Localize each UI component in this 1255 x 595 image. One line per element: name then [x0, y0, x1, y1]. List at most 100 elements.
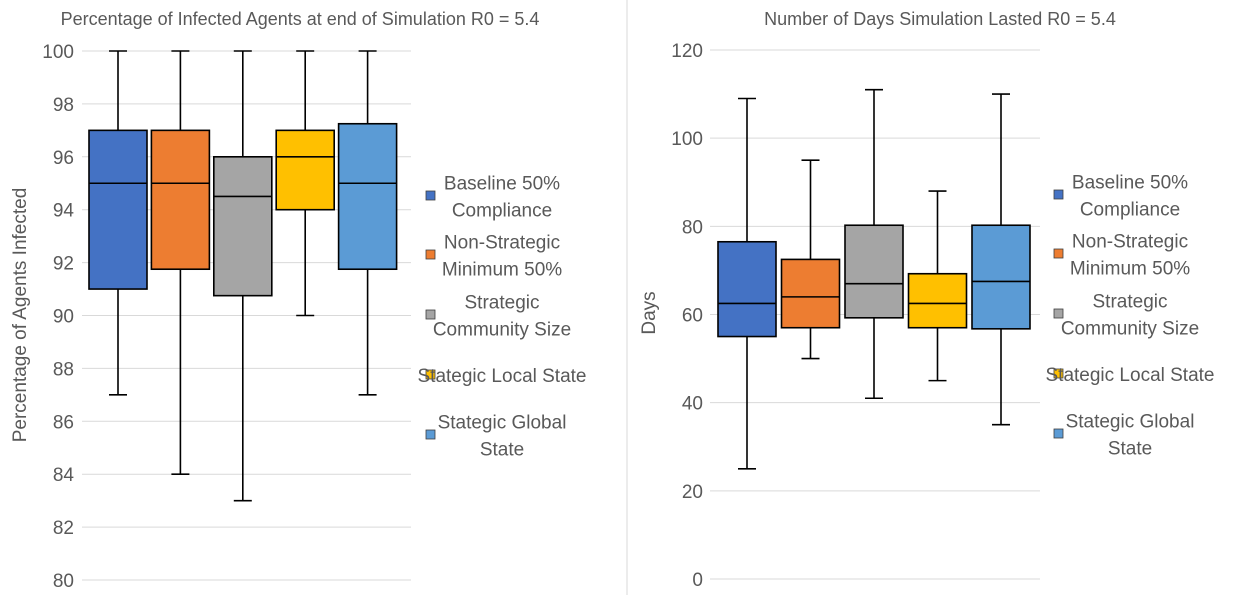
legend-label-line: State [1108, 439, 1152, 460]
box-non-strategic-minimum-50- [780, 159, 841, 360]
box-stategic-global-state [337, 50, 398, 396]
y-axis-ticks: 80 82 84 86 88 90 92 94 96 98 100 [42, 42, 74, 592]
legend-entry: Non-Strategic Minimum 50% [1053, 232, 1190, 280]
interquartile-box [213, 156, 273, 297]
y-tick-label: 100 [42, 42, 74, 63]
y-tick-label: 80 [53, 571, 74, 592]
legend-swatch [425, 429, 436, 440]
box-non-strategic-minimum-50- [150, 50, 211, 476]
interquartile-box [150, 129, 211, 271]
legend-entry: Baseline 50% Compliance [1053, 173, 1188, 221]
infected-percentage-chart: Percentage of Infected Agents at end of … [10, 9, 587, 592]
legend-label: Stategic Global State [1066, 412, 1195, 460]
y-tick-label: 120 [671, 41, 703, 62]
box-strategic-community-size [213, 50, 273, 502]
legend-label-line: Minimum 50% [442, 260, 562, 281]
legend-entry: Stategic Global State [1053, 412, 1195, 460]
chart-title: Percentage of Infected Agents at end of … [61, 9, 540, 29]
legend-label-line: Baseline 50% [1072, 173, 1188, 194]
legend-swatch [425, 190, 436, 201]
y-tick-label: 90 [53, 307, 74, 328]
legend: Baseline 50% Compliance Non-Strategic Minim… [418, 174, 587, 461]
legend-entry: Baseline 50% Compliance [425, 174, 560, 222]
box-series [717, 88, 1031, 470]
simulation-days-chart: Number of Days Simulation Lasted R0 = 5.… [639, 9, 1215, 591]
gridlines [710, 49, 1040, 580]
legend-label-line: Strategic [465, 293, 540, 314]
interquartile-box [275, 129, 336, 211]
legend-label-line: Strategic [1093, 292, 1168, 313]
legend-swatch [1053, 248, 1064, 259]
box-baseline-50-compliance [717, 97, 777, 470]
legend-swatch [1053, 189, 1064, 200]
interquartile-box [337, 122, 398, 271]
legend-entry: Stategic Global State [425, 413, 567, 461]
legend-label-line: Stategic Global [438, 413, 567, 434]
legend-swatch [425, 369, 436, 380]
legend-label-line: Stategic Global [1066, 412, 1195, 433]
legend-label: Strategic Community Size [433, 293, 571, 341]
y-tick-label: 40 [682, 394, 703, 415]
legend-label-line: Compliance [1080, 200, 1180, 221]
chart-title: Number of Days Simulation Lasted R0 = 5.… [764, 9, 1116, 29]
legend-label: Baseline 50% Compliance [444, 174, 560, 222]
legend-label-line: Stategic Local State [1046, 365, 1215, 386]
box-stategic-local-state [275, 50, 336, 317]
legend-label: Baseline 50% Compliance [1072, 173, 1188, 221]
legend: Baseline 50% Compliance Non-Strategic Minim… [1046, 173, 1215, 460]
legend-swatch [425, 309, 436, 320]
interquartile-box [780, 258, 841, 329]
y-tick-label: 96 [53, 148, 74, 169]
legend-label-line: Baseline 50% [444, 174, 560, 195]
y-tick-label: 84 [53, 465, 75, 486]
interquartile-box [844, 224, 904, 319]
y-tick-label: 0 [692, 570, 703, 591]
y-tick-label: 80 [682, 217, 703, 238]
y-axis-ticks: 0 20 40 60 80 100 120 [671, 41, 703, 591]
y-tick-label: 82 [53, 518, 74, 539]
y-tick-label: 86 [53, 412, 74, 433]
legend-label-line: Community Size [433, 320, 571, 341]
y-tick-label: 92 [53, 254, 74, 275]
interquartile-box [88, 129, 148, 290]
legend-label-line: Non-Strategic [1072, 232, 1188, 253]
legend-label-line: Minimum 50% [1070, 259, 1190, 280]
y-axis-label: Percentage of Agents Infected [10, 188, 31, 443]
legend-swatch [425, 249, 436, 260]
legend-label-line: Stategic Local State [418, 366, 587, 387]
legend-label: Stategic Global State [438, 413, 567, 461]
interquartile-box [971, 224, 1031, 330]
legend-label: Stategic Local State [1046, 365, 1215, 386]
legend-entry: Strategic Community Size [425, 293, 571, 341]
y-tick-label: 94 [53, 201, 75, 222]
legend-entry: Strategic Community Size [1053, 292, 1199, 340]
box-stategic-local-state [907, 190, 968, 382]
y-tick-label: 98 [53, 95, 74, 116]
interquartile-box [717, 240, 777, 338]
legend-label: Strategic Community Size [1061, 292, 1199, 340]
legend-label: Non-Strategic Minimum 50% [1070, 232, 1190, 280]
legend-label-line: Non-Strategic [444, 233, 560, 254]
y-tick-label: 88 [53, 359, 74, 380]
legend-label-line: State [480, 440, 524, 461]
legend-entry: Non-Strategic Minimum 50% [425, 233, 562, 281]
y-tick-label: 100 [671, 129, 703, 150]
legend-swatch [1053, 428, 1064, 439]
legend-entry: Stategic Local State [418, 366, 587, 387]
y-tick-label: 20 [682, 482, 703, 503]
legend-swatch [1053, 368, 1064, 379]
box-strategic-community-size [844, 88, 904, 400]
box-series [88, 50, 398, 502]
box-stategic-global-state [971, 93, 1031, 426]
legend-label: Stategic Local State [418, 366, 587, 387]
interquartile-box [907, 272, 968, 329]
y-tick-label: 60 [682, 306, 703, 327]
legend-label: Non-Strategic Minimum 50% [442, 233, 562, 281]
box-baseline-50-compliance [88, 50, 148, 396]
legend-label-line: Compliance [452, 201, 552, 222]
y-axis-label: Days [639, 291, 660, 334]
legend-label-line: Community Size [1061, 319, 1199, 340]
legend-entry: Stategic Local State [1046, 365, 1215, 386]
legend-swatch [1053, 308, 1064, 319]
